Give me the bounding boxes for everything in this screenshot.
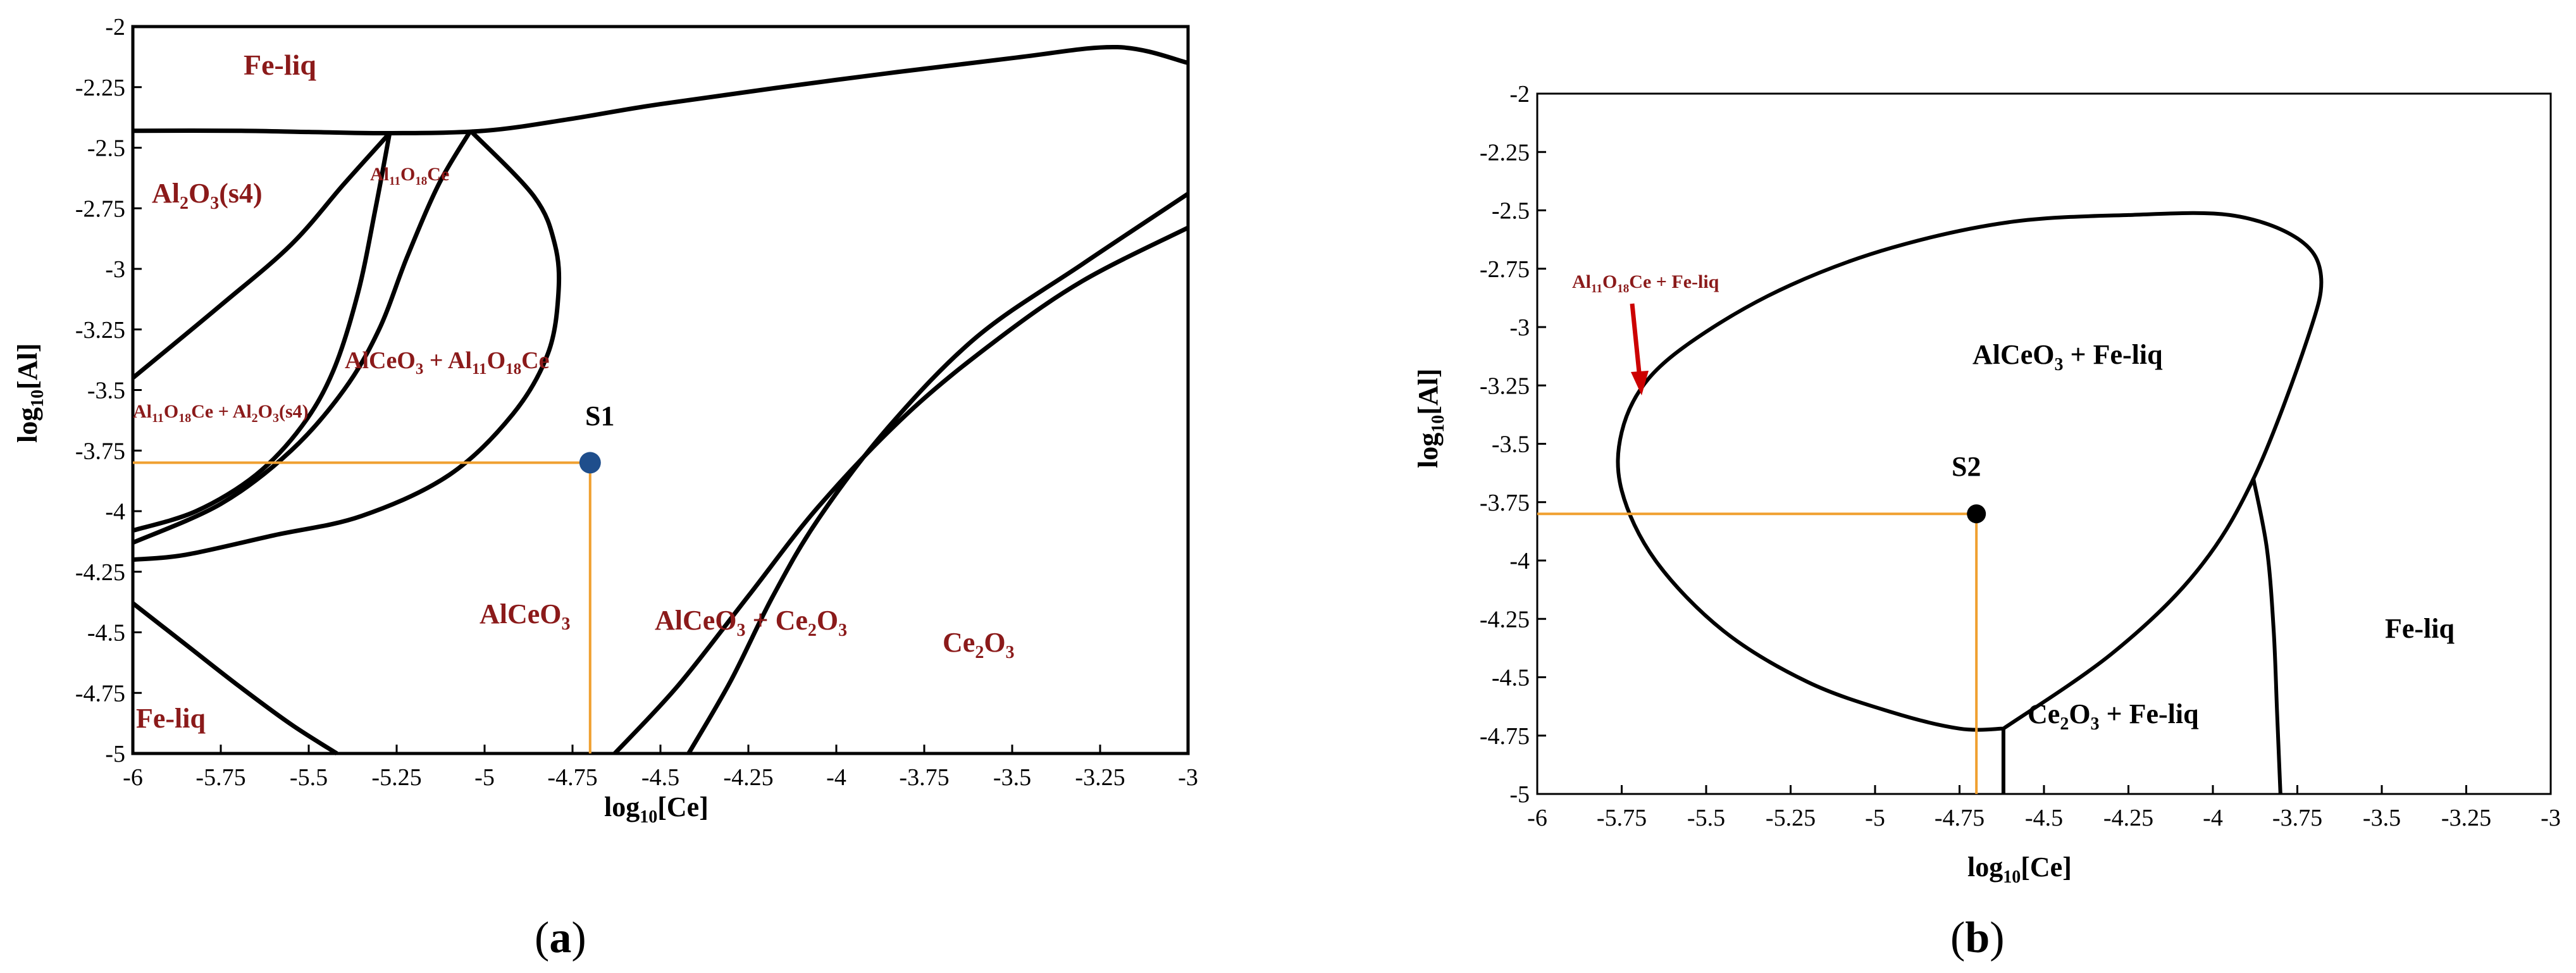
x-tick-label: -3.75 — [899, 764, 949, 791]
y-tick-label: -2.25 — [1480, 139, 1530, 166]
region-fe-liq-top: Fe-liq — [244, 49, 316, 81]
point-label-s1: S1 — [585, 400, 614, 431]
phase-boundary — [132, 44, 1189, 136]
y-tick-label: -5 — [1509, 781, 1530, 808]
x-tick-label: -6 — [123, 764, 143, 791]
x-axis-label-b: log10[Ce] — [1967, 852, 2072, 887]
panel-b: -6 -5.75 -5.5 -5.25 -5 -4.75 -4.5 -4.25 -4 -3.75 -… — [1413, 81, 2561, 962]
ticks-b: -6 -5.75 -5.5 -5.25 -5 -4.75 -4.5 -4.25 -4 -3.75 -… — [1480, 81, 2561, 831]
data-point — [1967, 504, 1986, 524]
y-tick-label: -3.5 — [1492, 431, 1530, 458]
y-tick-label: -4.5 — [87, 620, 125, 647]
x-tick-label: -3.5 — [993, 764, 1031, 791]
x-tick-label: -3.25 — [1075, 764, 1125, 791]
y-tick-label: -3.5 — [87, 378, 125, 404]
y-tick-label: -2.75 — [75, 195, 125, 222]
y-tick-label: -4 — [105, 499, 125, 525]
x-tick-label: -5 — [474, 764, 495, 791]
region-alceo3: AlCeO3 — [480, 598, 571, 634]
x-tick-label: -3.5 — [2363, 805, 2401, 831]
y-tick-label: -4.75 — [1480, 723, 1530, 750]
guides-b — [1537, 512, 1978, 794]
x-tick-label: -3.75 — [2272, 805, 2322, 831]
point-label-s2: S2 — [1952, 451, 1981, 482]
y-tick-label: -2.5 — [87, 135, 125, 162]
y-axis-label-a: log10[Al] — [12, 343, 47, 443]
y-tick-label: -2.75 — [1480, 256, 1530, 283]
x-tick-label: -4.75 — [1935, 805, 1985, 831]
region-alceo3-ce2o3: AlCeO3 + Ce2O3 — [655, 605, 847, 640]
plot-area-b — [1536, 92, 2552, 795]
x-axis-label-a: log10[Ce] — [604, 791, 709, 827]
x-tick-label: -3.25 — [2441, 805, 2491, 831]
x-tick-label: -5.25 — [371, 764, 421, 791]
region-alceo3-fe-liq: AlCeO3 + Fe-liq — [1972, 339, 2163, 375]
boundaries-b — [1616, 211, 2324, 795]
y-tick-label: -2 — [105, 14, 125, 40]
point-b — [1967, 504, 1986, 524]
region-al2o3-s4: Al2O3(s4) — [152, 178, 263, 213]
x-tick-label: -4.5 — [641, 764, 679, 791]
y-tick-label: -2.5 — [1492, 198, 1530, 225]
region-al11o18ce: Al11O18Ce — [370, 164, 449, 188]
y-axis-label-b: log10[Al] — [1413, 368, 1448, 468]
x-tick-label: -5.25 — [1766, 805, 1816, 831]
point-a — [579, 452, 601, 474]
y-tick-label: -5 — [105, 741, 125, 767]
x-tick-label: -5.75 — [195, 764, 245, 791]
x-tick-label: -6 — [1527, 805, 1547, 831]
y-tick-label: -3 — [105, 256, 125, 283]
y-tick-label: -3.75 — [75, 438, 125, 464]
x-tick-label: -3 — [2541, 805, 2561, 831]
annotation-arrow-line — [1630, 303, 1642, 379]
ticks-a: -6 -5.75 -5.5 -5.25 -5 -4.75 -4.5 -4.25 -4 -3.75 -… — [75, 14, 1198, 791]
region-ce2o3-fe-liq: Ce2O3 + Fe-liq — [2028, 698, 2199, 734]
y-tick-label: -4.5 — [1492, 665, 1530, 691]
phase-boundary — [131, 601, 338, 755]
y-tick-label: -2.25 — [75, 75, 125, 101]
y-tick-label: -4.25 — [1480, 606, 1530, 633]
phase-boundary — [2251, 478, 2282, 795]
data-point — [579, 452, 601, 474]
phase-boundary — [132, 129, 562, 562]
x-tick-label: -4.25 — [723, 764, 773, 791]
panel-label-a: (a) — [535, 914, 586, 962]
x-tick-label: -4.75 — [547, 764, 597, 791]
y-tick-label: -4.75 — [75, 680, 125, 707]
x-tick-label: -5 — [1865, 805, 1885, 831]
x-tick-label: -3 — [1178, 764, 1198, 791]
x-tick-label: -4.5 — [2025, 805, 2063, 831]
x-tick-label: -4 — [2203, 805, 2223, 831]
y-tick-label: -3.75 — [1480, 490, 1530, 516]
y-tick-label: -3.25 — [75, 317, 125, 344]
y-tick-label: -2 — [1509, 81, 1530, 108]
y-tick-label: -4 — [1509, 548, 1530, 574]
y-tick-label: -4.25 — [75, 559, 125, 586]
guides-a — [133, 461, 591, 753]
region-fe-liq-bottom: Fe-liq — [136, 703, 206, 734]
y-tick-label: -3 — [1509, 314, 1530, 341]
x-tick-label: -5.5 — [290, 764, 328, 791]
panel-a: -6 -5.75 -5.5 -5.25 -5 -4.75 -4.5 -4.25 -4 -3.75 -… — [12, 14, 1198, 962]
phase-boundary — [1616, 211, 2324, 732]
phase-boundary — [686, 192, 1189, 755]
phase-boundary — [132, 129, 473, 545]
region-fe-liq-b: Fe-liq — [2385, 613, 2455, 644]
annotation-arrowhead — [1631, 371, 1649, 395]
panel-label-b: (b) — [1950, 914, 2005, 962]
x-tick-label: -5.5 — [1687, 805, 1725, 831]
phase-boundary — [131, 132, 392, 380]
x-tick-label: -4.25 — [2103, 805, 2153, 831]
boundaries-a — [131, 44, 1189, 755]
phase-boundary — [132, 132, 392, 533]
y-tick-label: -3.25 — [1480, 373, 1530, 399]
plot-area-a — [131, 25, 1190, 755]
x-tick-label: -4 — [826, 764, 846, 791]
x-tick-label: -5.75 — [1597, 805, 1647, 831]
